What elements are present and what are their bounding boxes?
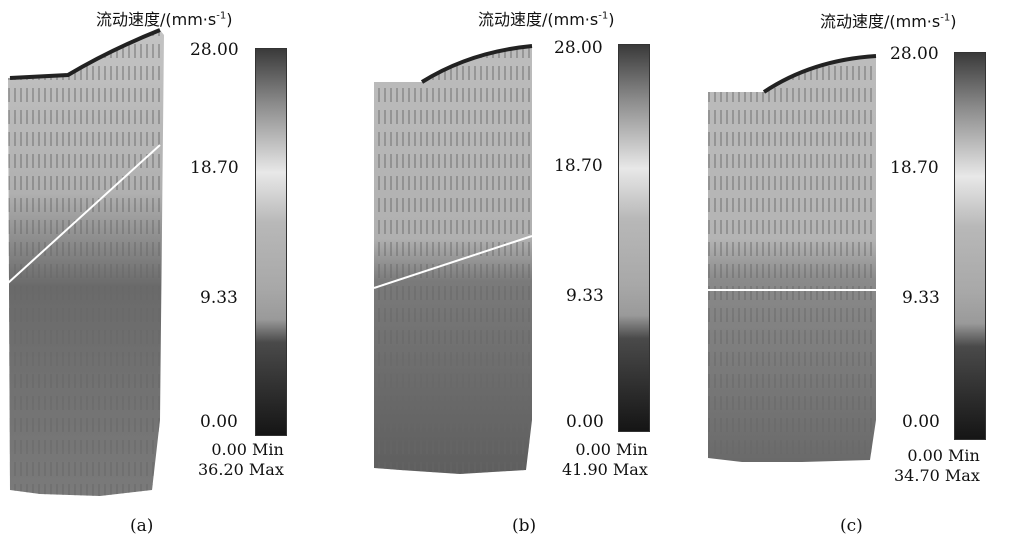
colorbar-a xyxy=(255,48,287,436)
top-edge-c xyxy=(762,54,877,94)
tick-low-a: 9.33 xyxy=(200,288,238,308)
panel-a: 流动速度/(mm·s-1) 28.00 18.70 9.33 0.00 0.00… xyxy=(0,0,340,543)
top-edge-a xyxy=(9,28,161,80)
colorbar-c xyxy=(954,52,986,440)
panel-c: 流动速度/(mm·s-1) 28.00 18.70 9.33 0.00 0.00… xyxy=(682,0,1024,543)
caption-c: (c) xyxy=(840,516,863,536)
tick-mid-c: 18.70 xyxy=(890,158,939,178)
legend-title-a: 流动速度/(mm·s-1) xyxy=(96,10,233,29)
min-label-b: 0.00 Min xyxy=(575,440,648,459)
panel-b: 流动速度/(mm·s-1) 28.00 18.70 9.33 0.00 0.00… xyxy=(340,0,682,543)
min-label-c: 0.00 Min xyxy=(907,446,980,465)
tick-mid-b: 18.70 xyxy=(554,156,603,176)
minmax-b: 0.00 Min 41.90 Max xyxy=(562,440,648,480)
legend-title-b: 流动速度/(mm·s-1) xyxy=(478,10,615,29)
tick-low-b: 9.33 xyxy=(566,286,604,306)
tick-mid-a: 18.70 xyxy=(190,158,239,178)
tick-low-c: 9.33 xyxy=(902,288,940,308)
max-label-b: 41.90 Max xyxy=(562,460,648,479)
flow-field-c xyxy=(708,54,877,462)
front-line-a xyxy=(7,144,161,284)
min-label-a: 0.00 Min xyxy=(211,440,284,459)
flow-field-b xyxy=(373,44,533,474)
tick-max-c: 28.00 xyxy=(890,44,939,64)
legend-title-c: 流动速度/(mm·s-1) xyxy=(820,12,957,31)
flow-field-a xyxy=(7,28,164,496)
tick-max-b: 28.00 xyxy=(554,38,603,58)
minmax-c: 0.00 Min 34.70 Max xyxy=(894,446,980,486)
caption-a: (a) xyxy=(130,516,154,536)
caption-b: (b) xyxy=(512,516,537,536)
colorbar-b xyxy=(618,44,650,432)
front-line-b xyxy=(373,235,533,289)
minmax-a: 0.00 Min 36.20 Max xyxy=(198,440,284,480)
max-label-c: 34.70 Max xyxy=(894,466,980,485)
tick-min-b: 0.00 xyxy=(566,412,604,432)
tick-max-a: 28.00 xyxy=(190,40,239,60)
max-label-a: 36.20 Max xyxy=(198,460,284,479)
tick-min-c: 0.00 xyxy=(902,412,940,432)
tick-min-a: 0.00 xyxy=(200,412,238,432)
top-edge-b xyxy=(420,44,533,84)
